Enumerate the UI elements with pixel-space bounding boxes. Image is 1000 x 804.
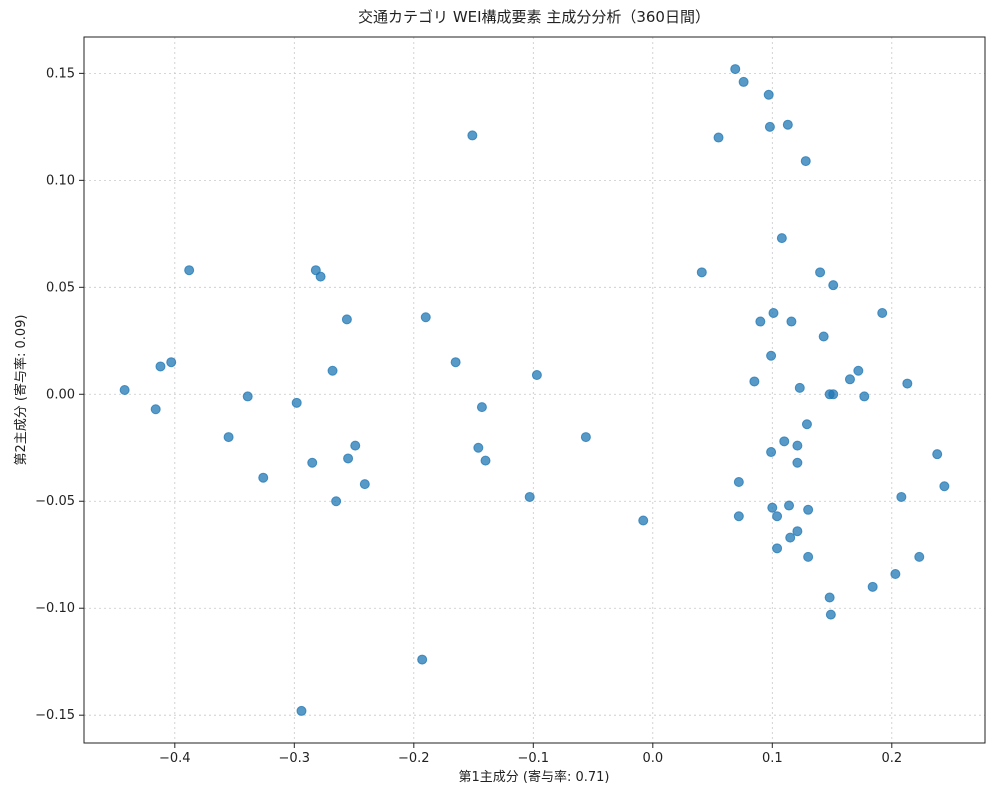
scatter-point — [932, 449, 943, 460]
scatter-point — [772, 543, 783, 554]
scatter-point — [749, 376, 760, 387]
x-tick-label: −0.3 — [279, 751, 311, 766]
scatter-point — [531, 370, 542, 381]
scatter-point — [782, 119, 793, 130]
scatter-point — [803, 504, 814, 515]
y-tick-label: 0.10 — [46, 173, 75, 188]
plot-frame — [83, 36, 986, 744]
scatter-point — [815, 267, 826, 278]
scatter-point — [258, 472, 269, 483]
x-tick-label: 0.1 — [762, 751, 783, 766]
scatter-point — [150, 404, 161, 415]
scatter-point — [902, 378, 913, 389]
y-tick-label: 0.05 — [46, 280, 75, 295]
y-tick-label: −0.15 — [35, 708, 75, 723]
x-tick-label: −0.2 — [398, 751, 430, 766]
scatter-point — [480, 455, 491, 466]
scatter-point — [696, 267, 707, 278]
scatter-point — [792, 457, 803, 468]
scatter-point — [776, 233, 787, 244]
scatter-point — [877, 307, 888, 318]
scatter-point — [420, 312, 431, 323]
x-tick-label: −0.4 — [159, 751, 191, 766]
scatter-point — [296, 705, 307, 716]
scatter-point — [327, 365, 338, 376]
scatter-point — [767, 502, 778, 513]
scatter-point — [315, 271, 326, 282]
scatter-point — [867, 581, 878, 592]
scatter-point — [896, 491, 907, 502]
scatter-point — [350, 440, 361, 451]
scatter-point — [768, 307, 779, 318]
scatter-point — [524, 491, 535, 502]
scatter-point — [801, 419, 812, 430]
scatter-point — [341, 314, 352, 325]
scatter-point — [844, 374, 855, 385]
scatter-point — [580, 432, 591, 443]
scatter-point — [824, 592, 835, 603]
scatter-point — [733, 476, 744, 487]
scatter-point — [359, 479, 370, 490]
scatter-point — [853, 365, 864, 376]
x-tick-label: −0.1 — [518, 751, 550, 766]
scatter-point — [166, 357, 177, 368]
x-tick-label: 0.0 — [642, 751, 663, 766]
scatter-point — [828, 280, 839, 291]
scatter-point — [828, 389, 839, 400]
scatter-point — [473, 442, 484, 453]
scatter-point — [155, 361, 166, 372]
y-tick-label: 0.00 — [46, 387, 75, 402]
scatter-point — [733, 511, 744, 522]
scatter-point — [755, 316, 766, 327]
scatter-point — [764, 121, 775, 132]
scatter-point — [307, 457, 318, 468]
chart-title: 交通カテゴリ WEI構成要素 主成分分析（360日間） — [358, 8, 710, 26]
scatter-point — [291, 397, 302, 408]
scatter-point — [792, 526, 803, 537]
scatter-point — [119, 385, 130, 395]
scatter-point — [223, 432, 234, 443]
scatter-point — [638, 515, 649, 526]
scatter-point — [476, 402, 487, 413]
scatter-point — [818, 331, 829, 342]
scatter-point — [450, 357, 461, 368]
scatter-point — [467, 130, 478, 141]
scatter-point — [343, 453, 354, 464]
scatter-point — [772, 511, 783, 522]
x-axis-label: 第1主成分 (寄与率: 0.71) — [458, 769, 609, 785]
scatter-point — [859, 391, 870, 402]
scatter-point — [890, 568, 901, 579]
scatter-point — [803, 551, 814, 562]
scatter-point — [766, 447, 777, 458]
scatter-point — [331, 496, 342, 507]
scatter-point — [786, 316, 797, 327]
plot-layer: −0.4 −0.3 −0.2 −0.1 0.0 0.1 0.2 −0.15 −0.10 −0.05… — [35, 37, 985, 766]
y-tick-label: 0.15 — [46, 66, 75, 81]
scatter-point — [825, 609, 836, 620]
scatter-point — [738, 76, 749, 87]
scatter-point — [766, 350, 777, 361]
scatter-point — [800, 156, 811, 167]
scatter-point — [417, 654, 428, 665]
y-axis-label: 第2主成分 (寄与率: 0.09) — [13, 314, 29, 465]
scatter-point — [242, 391, 253, 402]
scatter-point — [785, 532, 796, 543]
scatter-point — [914, 551, 925, 562]
scatter-point — [713, 132, 724, 143]
x-tick-label: 0.2 — [881, 751, 902, 766]
scatter-point — [939, 481, 950, 492]
scatter-point — [792, 440, 803, 451]
scatter-point — [779, 436, 790, 447]
scatter-point — [730, 64, 741, 75]
scatter-point — [763, 89, 774, 100]
scatter-point — [184, 265, 195, 276]
y-tick-label: −0.10 — [35, 601, 75, 616]
scatter-point — [794, 382, 805, 393]
y-tick-label: −0.05 — [35, 494, 75, 509]
scatter-point — [784, 500, 795, 511]
